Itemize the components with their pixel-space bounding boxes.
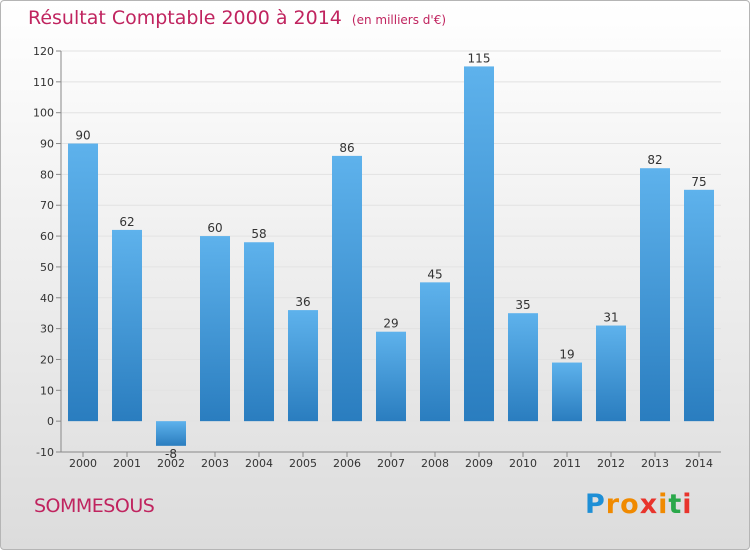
- x-tick-label: 2004: [245, 457, 273, 470]
- x-tick-label: 2001: [113, 457, 141, 470]
- y-tick-label: 0: [47, 415, 54, 428]
- x-tick-label: 2003: [201, 457, 229, 470]
- x-tick-label: 2011: [553, 457, 581, 470]
- x-tick-label: 2006: [333, 457, 361, 470]
- value-label-2011: 19: [559, 348, 574, 362]
- value-label-2014: 75: [691, 175, 706, 189]
- value-label-2007: 29: [383, 317, 398, 331]
- value-label-2006: 86: [339, 141, 354, 155]
- bar-2005: [288, 310, 318, 422]
- axes: -10 0 10 20 30 40 50 60 70 80 90 100 110 120 2000 2001 2…: [33, 45, 721, 470]
- y-tick-label: 70: [40, 199, 54, 212]
- y-tick-label: 110: [33, 76, 54, 89]
- logo-letter: x: [639, 489, 659, 520]
- logo-letter: t: [668, 489, 683, 520]
- bar-2012: [596, 325, 626, 422]
- commune-name: SOMMESOUS: [34, 495, 155, 517]
- value-label-2003: 60: [207, 221, 222, 235]
- y-tick-label: 100: [33, 107, 54, 120]
- x-tick-label: 2008: [421, 457, 449, 470]
- value-label-2001: 62: [119, 215, 134, 229]
- value-label-2009: 115: [468, 51, 491, 65]
- bar-2009: [464, 66, 494, 422]
- y-tick-label: 90: [40, 138, 54, 151]
- y-tick-label: -10: [36, 446, 54, 459]
- x-tick-label: 2005: [289, 457, 317, 470]
- logo-letter: r: [605, 489, 621, 520]
- bar-2003: [200, 236, 230, 422]
- chart-title-main: Résultat Comptable 2000 à 2014: [28, 7, 342, 29]
- logo-letter: o: [620, 489, 640, 520]
- logo-letter: i: [658, 489, 669, 520]
- value-label-2008: 45: [427, 267, 442, 281]
- x-tick-label: 2000: [69, 457, 97, 470]
- x-tick-label: 2012: [597, 457, 625, 470]
- bar-2000: [68, 143, 98, 422]
- x-tick-label: 2007: [377, 457, 405, 470]
- chart-title-unit: (en milliers d'€): [351, 13, 447, 27]
- value-label-2013: 82: [647, 153, 662, 167]
- y-tick-label: 20: [40, 353, 54, 366]
- y-tick-label: 80: [40, 168, 54, 181]
- bar-2011: [552, 362, 582, 422]
- bar-2013: [640, 168, 670, 422]
- bar-2002: [156, 421, 186, 446]
- bar-2004: [244, 242, 274, 422]
- value-label-2002: -8: [165, 447, 177, 461]
- x-tick-label: 2013: [641, 457, 669, 470]
- y-tick-label: 50: [40, 261, 54, 274]
- bar-2006: [332, 155, 362, 422]
- bar-2008: [420, 282, 450, 422]
- y-tick-label: 120: [33, 45, 54, 58]
- y-tick-label: 30: [40, 323, 54, 336]
- y-tick-label: 40: [40, 292, 54, 305]
- x-tick-label: 2014: [685, 457, 713, 470]
- chart-title: Résultat Comptable 2000 à 2014 (en millie…: [28, 7, 446, 29]
- bar-2007: [376, 331, 406, 422]
- value-label-2005: 36: [295, 295, 310, 309]
- x-tick-label: 2002: [157, 457, 185, 470]
- y-tick-label: 60: [40, 230, 54, 243]
- x-tick-label: 2010: [509, 457, 537, 470]
- value-label-2004: 58: [251, 227, 266, 241]
- proxiti-logo: Proxiti: [585, 489, 693, 520]
- value-labels: 90 62 -8 60 58 36 86 29 45 115 35 19 31 82 75: [75, 51, 706, 460]
- y-tick-label: 10: [40, 384, 54, 397]
- value-label-2012: 31: [603, 311, 618, 325]
- bar-2010: [508, 313, 538, 422]
- logo-letter: P: [585, 489, 606, 520]
- bar-2001: [112, 229, 142, 422]
- value-label-2010: 35: [515, 298, 530, 312]
- logo-letter: i: [682, 489, 693, 520]
- bar-2014: [684, 189, 714, 422]
- value-label-2000: 90: [75, 129, 90, 143]
- x-tick-label: 2009: [465, 457, 493, 470]
- bars: [68, 66, 714, 446]
